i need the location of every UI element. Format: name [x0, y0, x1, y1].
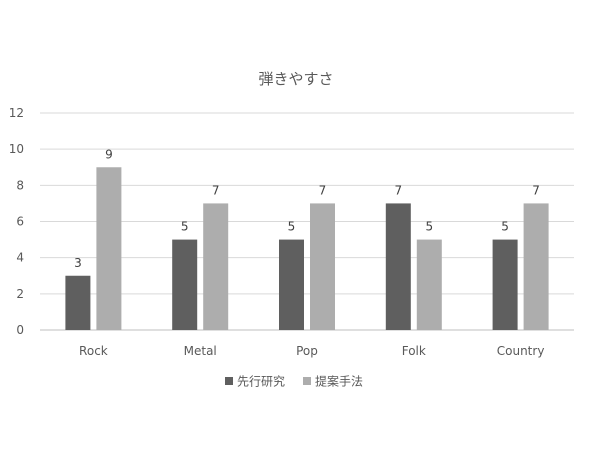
bar — [279, 239, 304, 330]
chart-title: 弾きやすさ — [258, 70, 333, 88]
bar — [65, 275, 91, 330]
data-label: 5 — [181, 220, 189, 234]
legend-swatch — [225, 377, 233, 385]
data-label: 9 — [105, 147, 113, 161]
x-category-label: Metal — [184, 344, 217, 358]
bar — [385, 203, 411, 330]
x-category-label: Country — [497, 344, 545, 358]
legend: 先行研究 提案手法 — [225, 374, 363, 389]
y-tick-label: 6 — [16, 215, 24, 229]
bar — [310, 203, 335, 330]
x-axis-categories: Rock Metal Pop Folk Country — [79, 344, 544, 358]
gridlines — [40, 112, 574, 331]
data-label: 7 — [532, 183, 540, 197]
legend-label: 提案手法 — [315, 374, 363, 389]
legend-swatch — [303, 377, 311, 385]
data-label: 5 — [288, 220, 296, 234]
bar — [523, 203, 549, 330]
bar — [416, 239, 442, 330]
y-tick-label: 2 — [16, 287, 24, 301]
data-label: 7 — [319, 183, 327, 197]
bar — [203, 203, 229, 330]
bar — [96, 167, 122, 330]
y-tick-label: 12 — [9, 106, 24, 120]
bars — [65, 167, 549, 330]
x-category-label: Pop — [296, 344, 318, 358]
y-tick-label: 4 — [16, 251, 24, 265]
y-tick-label: 8 — [16, 178, 24, 192]
data-label: 5 — [501, 220, 509, 234]
data-labels: 3 9 5 7 5 7 7 5 5 7 — [74, 147, 540, 270]
bar — [492, 239, 518, 330]
x-category-label: Rock — [79, 344, 108, 358]
y-tick-label: 10 — [9, 142, 24, 156]
data-label: 7 — [212, 183, 220, 197]
data-label: 3 — [74, 256, 82, 270]
y-axis-ticks: 0 2 4 6 8 10 12 — [9, 106, 24, 337]
data-label: 7 — [394, 183, 402, 197]
legend-label: 先行研究 — [237, 374, 285, 389]
y-tick-label: 0 — [16, 323, 24, 337]
bar — [172, 239, 198, 330]
data-label: 5 — [425, 220, 433, 234]
x-category-label: Folk — [402, 344, 426, 358]
